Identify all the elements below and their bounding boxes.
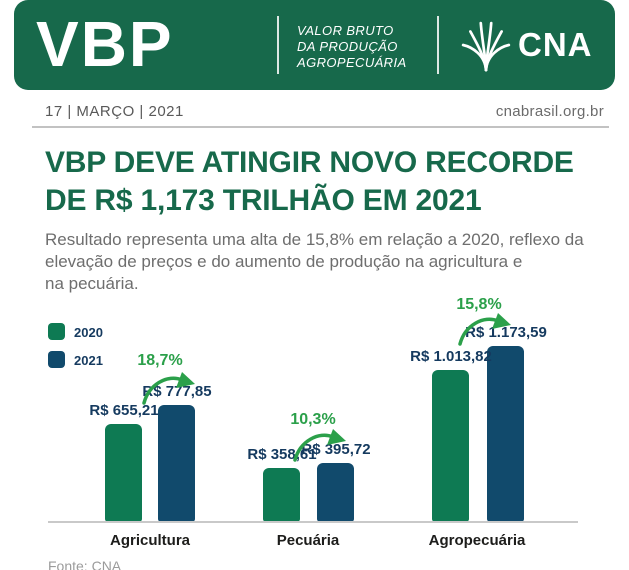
value-label-agropecuaria-2020: R$ 1.013,82 xyxy=(410,348,492,365)
bar-agropecuaria-2021 xyxy=(487,346,524,522)
value-label-agricultura-2020: R$ 655,21 xyxy=(89,402,159,419)
category-label-pecuaria: Pecuária xyxy=(276,532,340,549)
page-title-line2: DE R$ 1,173 TRILHÃO EM 2021 xyxy=(45,184,482,217)
growth-arrow-pecuaria xyxy=(293,429,346,462)
dateline-rule xyxy=(32,126,609,128)
growth-arrow-agropecuaria xyxy=(458,313,511,346)
cna-brand: CNA xyxy=(460,17,593,73)
page-title-line1: VBP DEVE ATINGIR NOVO RECORDE xyxy=(45,146,574,179)
lede-line1: Resultado representa uma alta de 15,8% e… xyxy=(45,230,584,249)
growth-label-agricultura: 18,7% xyxy=(137,352,183,369)
lede-line2: elevação de preços e do aumento de produ… xyxy=(45,252,523,271)
vbp-logo-text: VBP xyxy=(36,8,174,80)
bar-pecuaria-2020 xyxy=(263,468,300,522)
x-axis-line xyxy=(48,521,578,523)
category-label-agricultura: Agricultura xyxy=(109,532,190,549)
header-subtitle: VALOR BRUTO DA PRODUÇÃO AGROPECUÁRIA xyxy=(297,23,407,71)
wheat-sheaf-icon xyxy=(461,21,511,72)
growth-label-agropecuaria: 15,8% xyxy=(456,296,502,313)
category-label-agropecuaria: Agropecuária xyxy=(428,532,526,549)
growth-label-pecuaria: 10,3% xyxy=(290,411,336,428)
bar-pecuaria-2021 xyxy=(317,463,354,522)
legend-label-2021: 2021 xyxy=(74,353,103,368)
header-divider-left xyxy=(277,16,279,74)
page-title: VBP DEVE ATINGIR NOVO RECORDE DE R$ 1,17… xyxy=(45,144,574,220)
value-label-agropecuaria-2021: R$ 1.173,59 xyxy=(465,324,547,341)
header-subtitle-line3: AGROPECUÁRIA xyxy=(297,55,407,70)
bar-agricultura-2020 xyxy=(105,424,142,522)
lede-paragraph: Resultado representa uma alta de 15,8% e… xyxy=(45,229,584,295)
bar-agropecuaria-2020 xyxy=(432,370,469,522)
header-divider-right xyxy=(437,16,439,74)
lede-line3: na pecuária. xyxy=(45,274,139,293)
legend-swatch-2021 xyxy=(48,351,65,368)
value-label-pecuaria-2021: R$ 395,72 xyxy=(301,441,371,458)
header-subtitle-line2: DA PRODUÇÃO xyxy=(297,39,398,54)
value-label-agricultura-2021: R$ 777,85 xyxy=(142,383,212,400)
cna-brand-name: CNA xyxy=(518,26,593,63)
legend-swatch-2020 xyxy=(48,323,65,340)
website-url: cnabrasil.org.br xyxy=(495,103,604,120)
header-subtitle-line1: VALOR BRUTO xyxy=(297,23,394,38)
bar-agricultura-2021 xyxy=(158,405,195,522)
source-note: Fonte: CNA xyxy=(48,558,122,570)
publication-date: 17 | MARÇO | 2021 xyxy=(45,103,184,120)
growth-arrow-agricultura xyxy=(142,372,195,405)
header-banner: VBP VALOR BRUTO DA PRODUÇÃO AGROPECUÁRIA… xyxy=(14,0,615,90)
legend-label-2020: 2020 xyxy=(74,325,103,340)
